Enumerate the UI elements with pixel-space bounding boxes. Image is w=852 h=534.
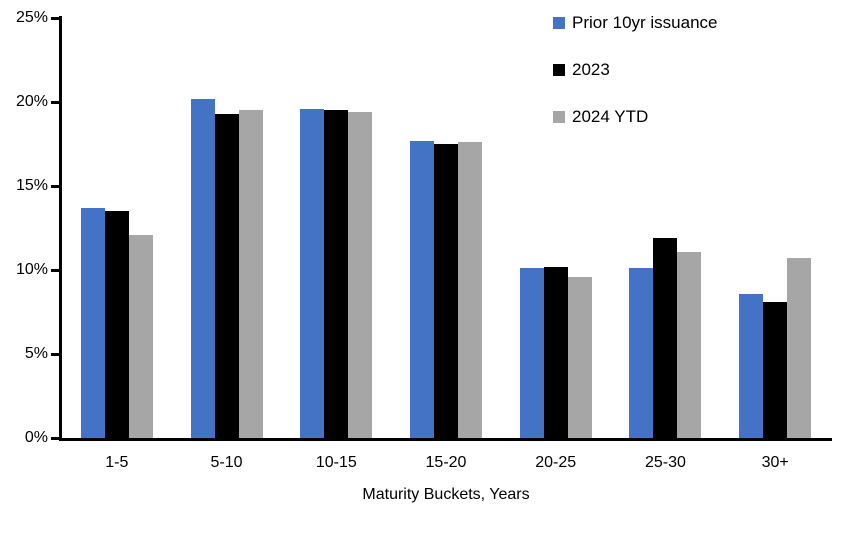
bar bbox=[519, 268, 544, 438]
legend-label: 2023 bbox=[572, 60, 610, 79]
bar-group-10-15 bbox=[281, 18, 391, 438]
bar-group-30+ bbox=[720, 18, 830, 438]
bar bbox=[324, 110, 349, 438]
x-tick-label: 1-5 bbox=[105, 454, 129, 471]
y-axis-line bbox=[59, 16, 62, 441]
bar-group-1-5 bbox=[62, 18, 172, 438]
y-tick bbox=[51, 100, 59, 104]
y-tick-label: 25% bbox=[15, 9, 48, 26]
legend-item: Prior 10yr issuance bbox=[553, 12, 718, 34]
legend-swatch bbox=[553, 111, 565, 123]
bar bbox=[300, 108, 325, 438]
bar-group-5-10 bbox=[172, 18, 282, 438]
x-tick-label: 30+ bbox=[761, 454, 789, 471]
bar-group-25-30 bbox=[611, 18, 721, 438]
y-tick-label: 20% bbox=[15, 93, 48, 110]
legend-label: 2024 YTD bbox=[572, 107, 649, 126]
y-tick bbox=[51, 352, 59, 356]
legend-label: Prior 10yr issuance bbox=[572, 13, 718, 32]
legend-swatch bbox=[553, 64, 565, 76]
bar bbox=[653, 238, 678, 438]
x-tick-label: 25-30 bbox=[644, 454, 686, 471]
bar bbox=[190, 98, 215, 438]
bar bbox=[128, 234, 153, 438]
legend: Prior 10yr issuance 2023 2024 YTD bbox=[553, 12, 718, 153]
y-tick bbox=[51, 184, 59, 188]
bar bbox=[787, 258, 812, 438]
bar bbox=[104, 211, 129, 438]
legend-item: 2023 bbox=[553, 59, 718, 81]
x-tick-label: 15-20 bbox=[425, 454, 467, 471]
y-tick bbox=[51, 16, 59, 20]
y-tick bbox=[51, 268, 59, 272]
bar bbox=[677, 251, 702, 438]
y-tick-label: 10% bbox=[15, 261, 48, 278]
bar bbox=[458, 142, 483, 438]
bar bbox=[410, 140, 435, 438]
bar bbox=[739, 293, 764, 438]
y-tick-label: 5% bbox=[24, 345, 48, 362]
legend-swatch bbox=[553, 17, 565, 29]
y-tick-label: 15% bbox=[15, 177, 48, 194]
x-axis-line bbox=[59, 438, 832, 441]
bar-group-15-20 bbox=[391, 18, 501, 438]
x-tick-label: 5-10 bbox=[210, 454, 243, 471]
x-tick-label: 10-15 bbox=[315, 454, 357, 471]
bar bbox=[543, 266, 568, 438]
bar bbox=[763, 301, 788, 438]
plot-area bbox=[62, 18, 830, 438]
bar bbox=[214, 113, 239, 438]
x-tick-label: 20-25 bbox=[535, 454, 577, 471]
x-axis-title: Maturity Buckets, Years bbox=[362, 486, 530, 503]
bar-group-20-25 bbox=[501, 18, 611, 438]
bar bbox=[348, 112, 373, 438]
bar bbox=[434, 144, 459, 438]
bar bbox=[80, 207, 105, 438]
y-tick-label: 0% bbox=[24, 429, 48, 446]
bar bbox=[238, 110, 263, 438]
bar bbox=[629, 268, 654, 438]
bar bbox=[567, 276, 592, 438]
y-tick bbox=[51, 436, 59, 440]
legend-item: 2024 YTD bbox=[553, 106, 718, 128]
